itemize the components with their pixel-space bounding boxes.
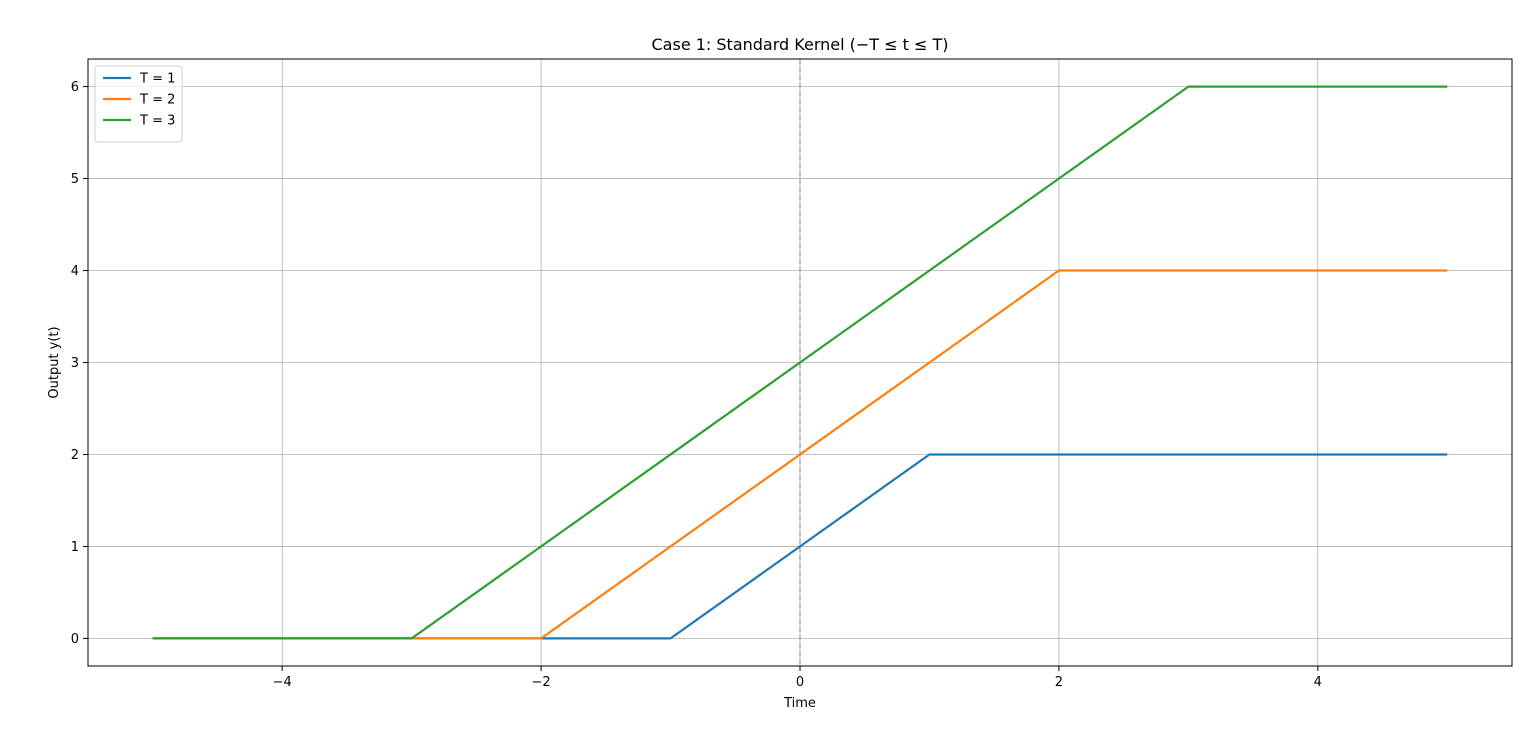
- legend-box: [94, 65, 183, 143]
- y-tick-label: 3: [71, 356, 79, 371]
- y-tick-label: 0: [71, 632, 79, 647]
- y-tick-label: 2: [71, 448, 79, 463]
- x-tick-label: 0: [796, 675, 804, 690]
- x-axis-label: Time: [783, 696, 816, 711]
- y-tick-label: 6: [71, 80, 79, 95]
- legend-label-1: T = 1: [139, 72, 175, 87]
- series-lines: [152, 85, 1448, 640]
- x-tick-label: 4: [1314, 675, 1322, 690]
- y-tick-label: 4: [71, 264, 79, 279]
- chart-title: Case 1: Standard Kernel (−T ≤ t ≤ T): [652, 35, 949, 54]
- y-axis-label: Output y(t): [47, 326, 62, 398]
- y-tick-label: 1: [71, 540, 79, 555]
- legend: T = 1 T = 2 T = 3: [94, 65, 183, 143]
- legend-label-2: T = 2: [139, 93, 175, 108]
- axis-ticks: −4 −2 0 2 4 0 1 2 3 4 5 6: [71, 80, 1322, 690]
- x-tick-label: 2: [1055, 675, 1063, 690]
- x-tick-label: −4: [273, 675, 292, 690]
- y-tick-label: 5: [71, 172, 79, 187]
- legend-label-3: T = 3: [139, 114, 175, 129]
- series-line-3: [152, 85, 1448, 640]
- x-tick-label: −2: [532, 675, 551, 690]
